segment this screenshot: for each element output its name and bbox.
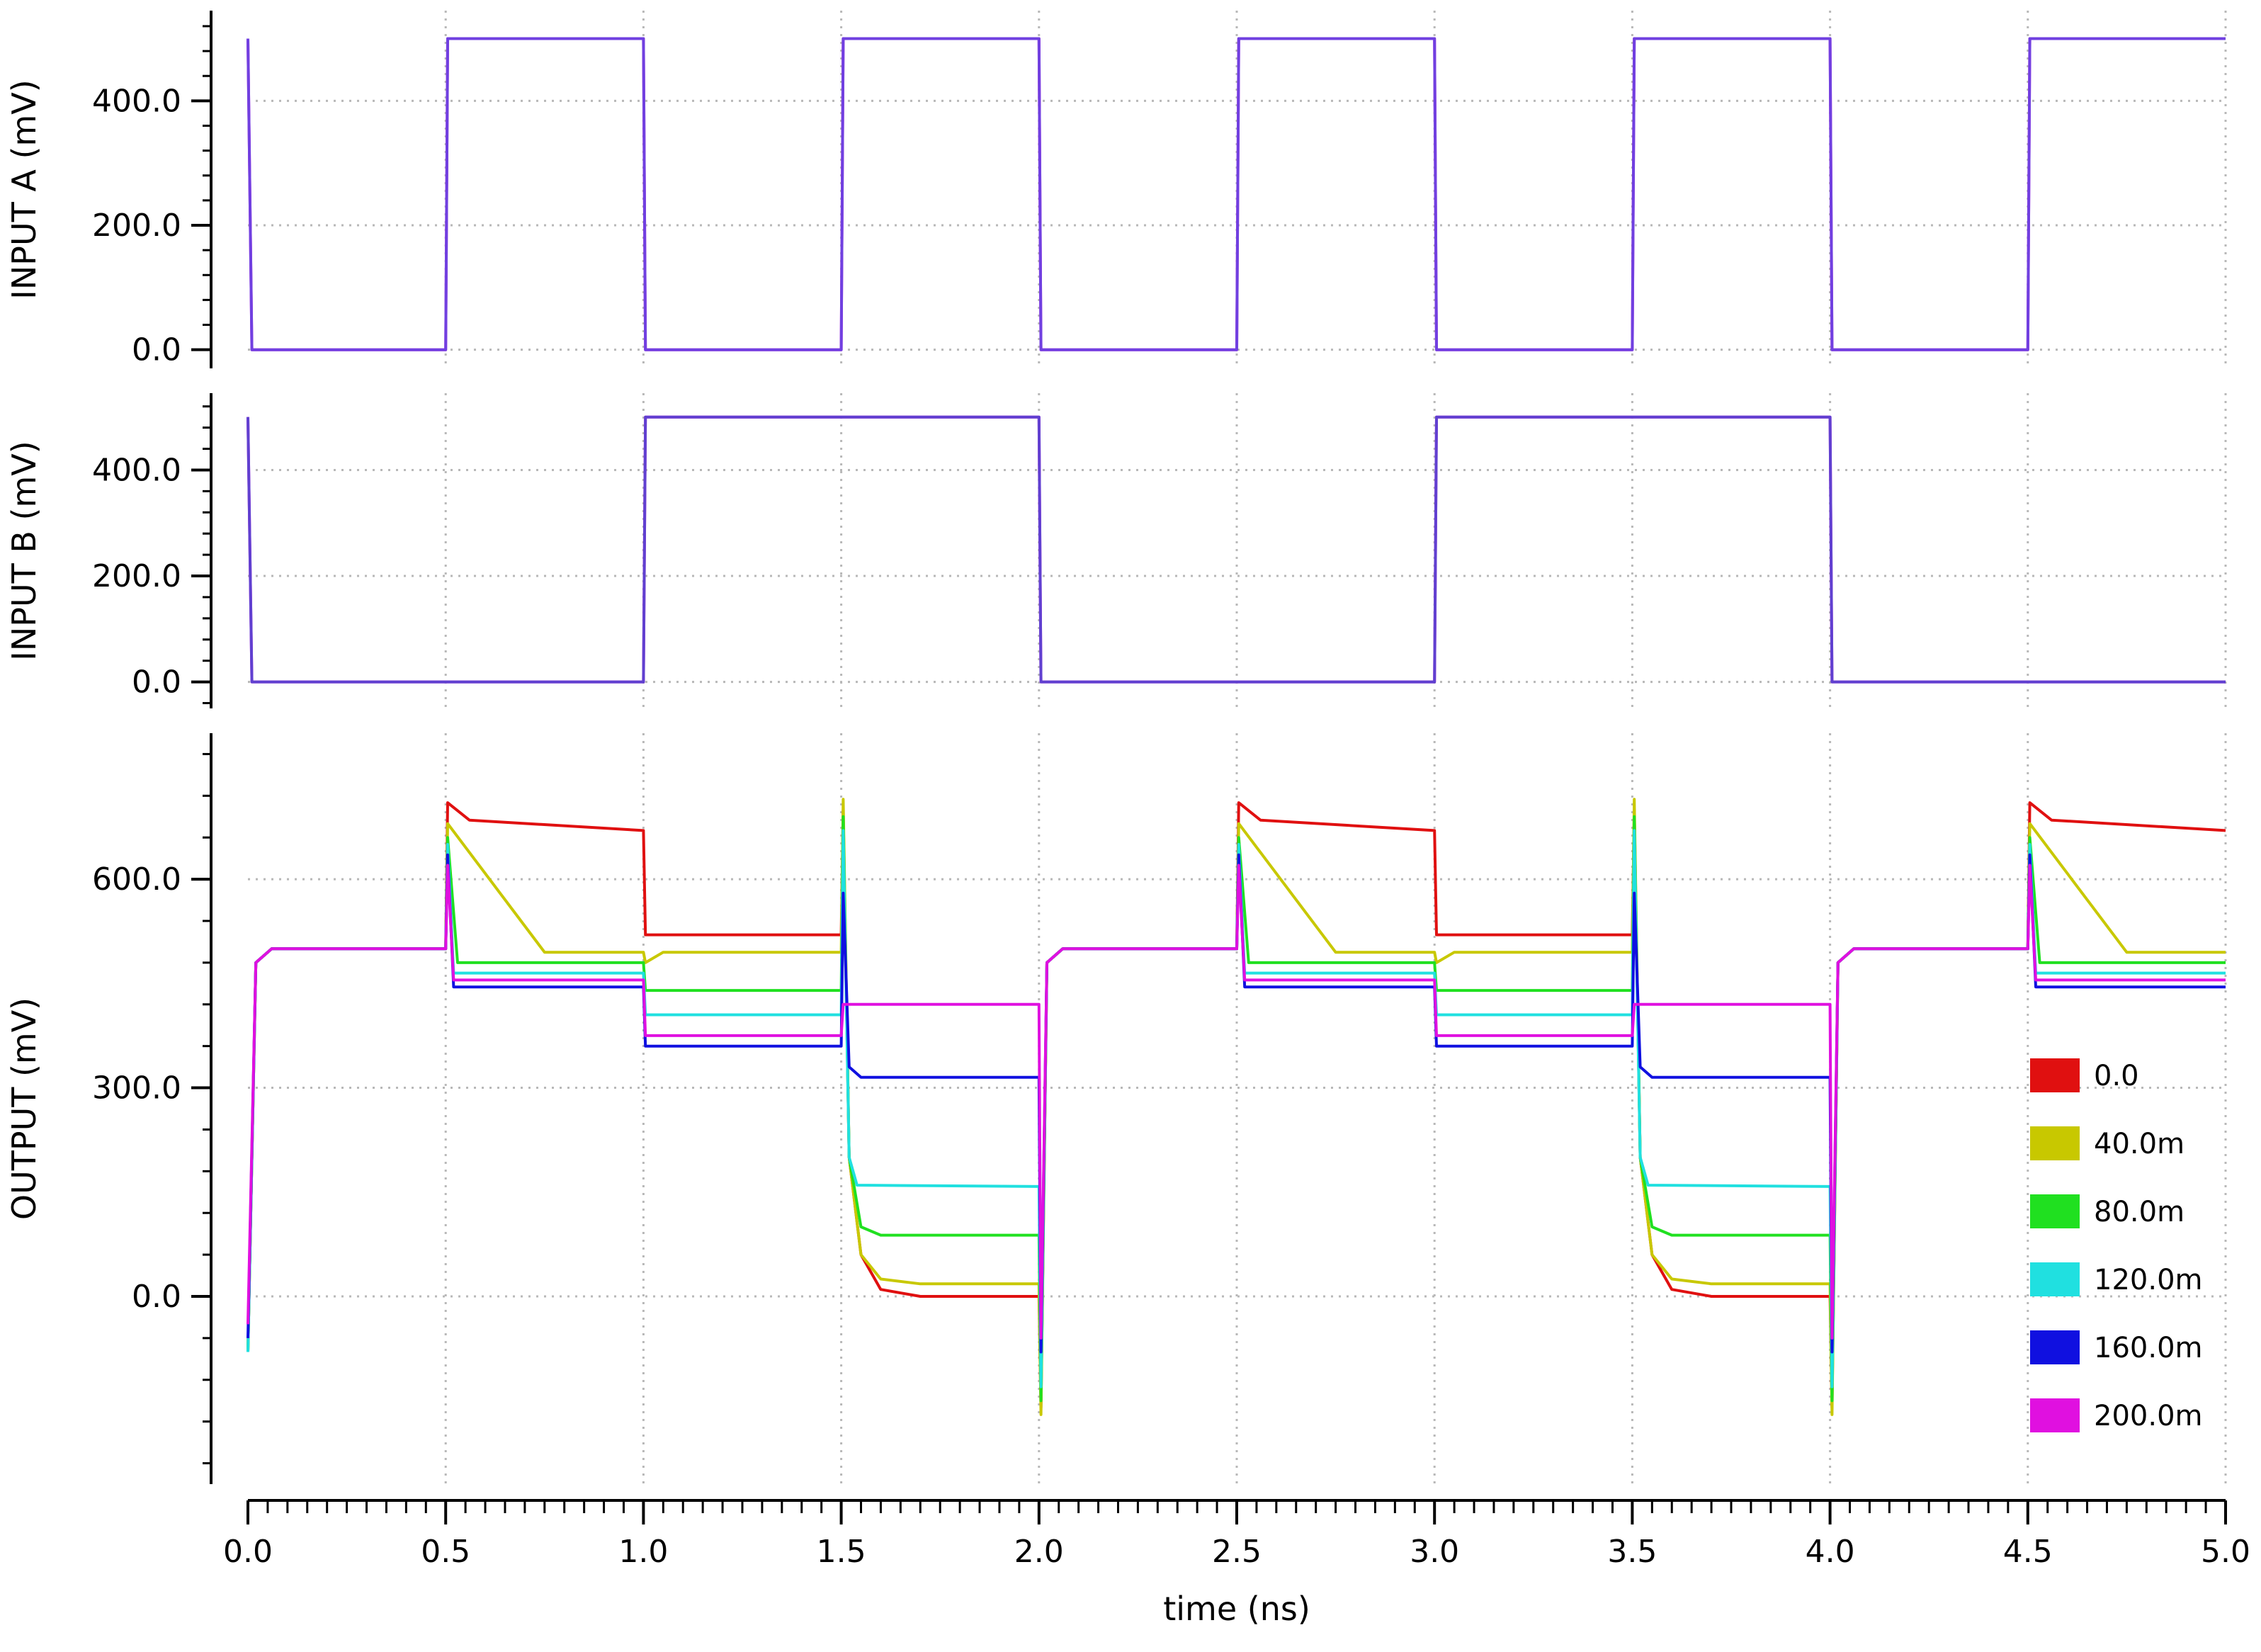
series-line [246,37,2226,351]
x-tick-label: 0.5 [421,1534,470,1570]
legend-label: 200.0m [2094,1400,2202,1432]
x-tick-label: 2.5 [1212,1534,1262,1570]
x-tick-label: 4.5 [2003,1534,2053,1570]
legend-swatch [2030,1398,2080,1432]
legend-label: 40.0m [2094,1128,2184,1160]
legend-label: 160.0m [2094,1332,2202,1364]
x-tick-label: 4.0 [1806,1534,1855,1570]
y-tick-label: 0.0 [132,664,181,701]
x-tick-label: 2.0 [1014,1534,1064,1570]
y-tick-label: 600.0 [92,861,181,898]
legend-swatch [2030,1126,2080,1160]
y-tick-label: 200.0 [92,208,181,244]
legend-label: 120.0m [2094,1264,2202,1296]
legend-swatch [2030,1058,2080,1092]
y-tick-label: 0.0 [132,332,181,368]
y-tick-label: 0.0 [132,1279,181,1315]
series-line [246,864,2226,1340]
legend-label: 0.0 [2094,1060,2139,1092]
y-tick-label: 400.0 [92,452,181,488]
legend-swatch [2030,1262,2080,1296]
x-tick-label: 0.0 [223,1534,273,1570]
x-tick-label: 5.0 [2201,1534,2250,1570]
y-axis-title: INPUT B (mV) [5,441,43,660]
y-tick-label: 200.0 [92,558,181,594]
x-axis-title: time (ns) [1163,1590,1310,1628]
y-axis-title: INPUT A (mV) [5,79,43,299]
legend-swatch [2030,1330,2080,1364]
x-tick-label: 3.5 [1607,1534,1657,1570]
y-tick-label: 300.0 [92,1070,181,1107]
y-axis-title: OUTPUT (mV) [5,997,43,1220]
x-tick-label: 1.5 [817,1534,866,1570]
x-tick-label: 3.0 [1410,1534,1459,1570]
series-line [246,415,2226,684]
legend-swatch [2030,1194,2080,1228]
x-tick-label: 1.0 [618,1534,668,1570]
legend-label: 80.0m [2094,1196,2184,1228]
y-tick-label: 400.0 [92,83,181,119]
